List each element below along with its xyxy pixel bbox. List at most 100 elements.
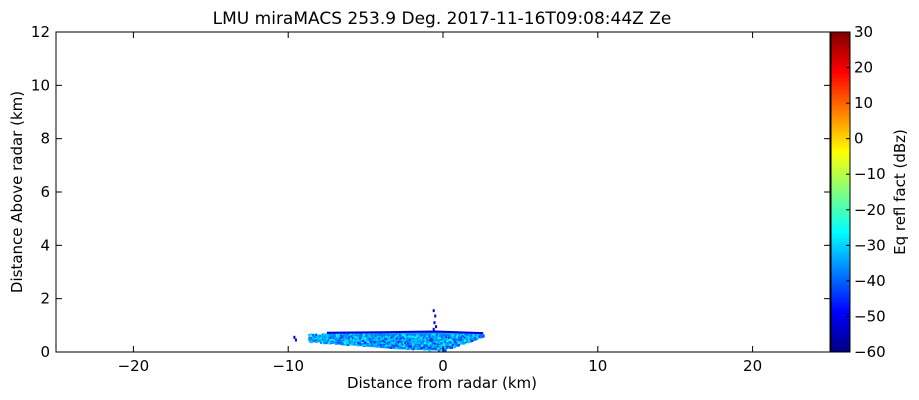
echo-pixel bbox=[458, 339, 461, 342]
echo-pixel bbox=[423, 336, 426, 339]
echo-pixel bbox=[371, 340, 374, 343]
echo-pixel bbox=[424, 345, 427, 348]
x-axis-label: Distance from radar (km) bbox=[347, 374, 537, 392]
echo-pixel bbox=[433, 340, 436, 343]
echo-pixel bbox=[471, 333, 473, 336]
echo-pixel bbox=[380, 335, 383, 338]
echo-pixel bbox=[333, 339, 335, 342]
echo-pixel bbox=[337, 342, 340, 345]
echo-pixel bbox=[435, 339, 438, 342]
echo-speck bbox=[432, 327, 435, 331]
echo-pixel bbox=[420, 347, 423, 350]
echo-pixel bbox=[461, 333, 464, 336]
echo-pixel bbox=[453, 338, 456, 341]
echo-pixel bbox=[336, 337, 339, 340]
echo-pixel bbox=[461, 334, 464, 337]
echo-pixel bbox=[363, 339, 366, 342]
echo-pixel bbox=[338, 339, 341, 342]
echo-pixel bbox=[350, 339, 353, 342]
echo-pixel bbox=[443, 344, 446, 347]
echo-pixel bbox=[437, 334, 440, 337]
echo-speck bbox=[294, 338, 297, 342]
echo-pixel bbox=[335, 343, 337, 345]
echo-pixel bbox=[374, 344, 377, 347]
echo-pixel bbox=[361, 341, 364, 344]
echo-pixel bbox=[414, 347, 417, 350]
echo-pixel bbox=[322, 334, 325, 336]
echo-pixel bbox=[444, 349, 447, 352]
echo-pixel bbox=[475, 335, 478, 338]
echo-pixel bbox=[463, 341, 466, 344]
echo-pixel bbox=[331, 340, 334, 343]
echo-pixel bbox=[430, 344, 433, 347]
echo-pixel bbox=[421, 342, 424, 345]
echo-pixel bbox=[459, 342, 462, 345]
echo-pixel bbox=[350, 335, 353, 337]
echo-pixel bbox=[352, 337, 355, 340]
echo-pixel bbox=[317, 336, 320, 339]
echo-pixel bbox=[401, 345, 403, 347]
echo-pixel bbox=[331, 338, 334, 341]
echo-pixel bbox=[366, 340, 369, 343]
echo-pixel bbox=[447, 336, 450, 339]
echo-pixel bbox=[440, 344, 443, 347]
echo-pixel bbox=[386, 344, 389, 347]
echo-pixel bbox=[344, 341, 347, 344]
echo-pixel bbox=[315, 339, 318, 342]
echo-pixel bbox=[438, 345, 441, 348]
echo-pixel bbox=[469, 339, 472, 342]
echo-pixel bbox=[472, 337, 475, 340]
echo-pixel bbox=[412, 336, 415, 338]
echo-pixel bbox=[327, 339, 330, 342]
echo-pixel bbox=[459, 340, 462, 343]
echo-pixel bbox=[433, 342, 436, 345]
echo-pixel bbox=[451, 343, 454, 346]
echo-pixel bbox=[374, 334, 377, 337]
echo-pixel bbox=[430, 336, 433, 338]
echo-pixel bbox=[414, 338, 417, 341]
echo-pixel bbox=[418, 340, 421, 343]
echo-pixel bbox=[427, 337, 430, 340]
echo-pixel bbox=[359, 337, 362, 340]
echo-pixel bbox=[434, 347, 437, 350]
echo-pixel bbox=[465, 334, 468, 337]
echo-pixel bbox=[429, 339, 432, 342]
echo-pixel bbox=[454, 334, 456, 337]
echo-pixel bbox=[379, 344, 382, 346]
echo-pixel bbox=[436, 343, 439, 346]
echo-pixel bbox=[412, 348, 415, 351]
echo-pixel bbox=[399, 347, 402, 349]
echo-pixel bbox=[345, 339, 348, 342]
echo-pixel bbox=[367, 341, 370, 343]
x-tick-label: 0 bbox=[438, 357, 448, 375]
echo-speck bbox=[293, 335, 296, 339]
echo-pixel bbox=[401, 346, 403, 349]
echo-pixel bbox=[354, 336, 357, 339]
echo-pixel bbox=[420, 338, 423, 341]
chart-title: LMU miraMACS 253.9 Deg. 2017-11-16T09:08… bbox=[213, 9, 672, 29]
echo-pixel bbox=[323, 340, 326, 343]
echo-pixel bbox=[383, 345, 386, 348]
echo-pixel bbox=[375, 343, 378, 346]
echo-pixel bbox=[323, 342, 325, 345]
echo-pixel bbox=[464, 335, 466, 338]
echo-pixel bbox=[361, 337, 364, 339]
echo-pixel bbox=[396, 341, 399, 344]
echo-pixel bbox=[422, 339, 425, 342]
echo-pixel bbox=[380, 345, 383, 348]
echo-pixel bbox=[429, 336, 432, 339]
echo-pixel bbox=[359, 342, 361, 345]
echo-pixel bbox=[449, 333, 452, 336]
echo-pixel bbox=[434, 334, 437, 337]
echo-pixel bbox=[388, 341, 391, 343]
echo-pixel bbox=[309, 341, 312, 344]
echo-pixel bbox=[381, 339, 384, 342]
echo-pixel bbox=[344, 339, 347, 342]
echo-pixel bbox=[351, 337, 354, 340]
echo-pixel bbox=[333, 334, 336, 337]
echo-pixel bbox=[451, 342, 454, 345]
echo-pixel bbox=[443, 340, 446, 343]
echo-pixel bbox=[432, 337, 434, 340]
echo-pixel bbox=[451, 333, 454, 336]
echo-pixel bbox=[375, 337, 378, 340]
